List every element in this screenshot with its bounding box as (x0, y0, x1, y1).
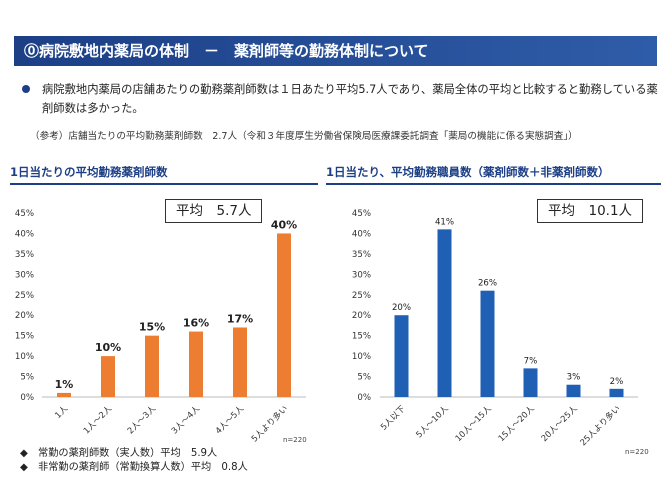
note-fulltime: ◆ 常勤の薬剤師数（実人数）平均 5.9人 (20, 448, 218, 459)
right-n-note: n=220 (625, 448, 649, 456)
bar (480, 290, 495, 397)
right-title-underline (326, 183, 661, 185)
slide-title: ⓪病院敷地内薬局の体制 － 薬剤師等の勤務体制について (14, 36, 657, 66)
category-label: 1人～2人 (81, 403, 114, 436)
summary-bullet: 病院敷地内薬局の店舗あたりの勤務薬剤師数は１日あたり平均5.7人であり、薬局全体… (22, 80, 658, 118)
data-label: 3% (567, 373, 581, 383)
y-tick-label: 25% (15, 291, 34, 301)
y-tick-label: 40% (15, 229, 34, 239)
category-label: 3人～4人 (169, 403, 202, 436)
bullet-dot-icon (22, 85, 30, 93)
y-tick-label: 0% (20, 393, 34, 403)
y-tick-label: 35% (352, 250, 371, 260)
bar (233, 327, 247, 397)
right-average-box: 平均 10.1人 (537, 199, 644, 223)
bar (277, 233, 291, 397)
y-tick-label: 45% (15, 209, 34, 219)
left-title-underline (10, 183, 318, 185)
data-label: 26% (478, 279, 497, 289)
y-tick-label: 5% (357, 373, 371, 383)
y-tick-label: 20% (352, 311, 371, 321)
category-label: 5人以下 (378, 403, 407, 432)
summary-text: 病院敷地内薬局の店舗あたりの勤務薬剤師数は１日あたり平均5.7人であり、薬局全体… (42, 83, 658, 115)
bar (437, 229, 452, 397)
y-tick-label: 10% (352, 352, 371, 362)
data-label: 1% (55, 378, 74, 391)
left-chart-title: 1日当たりの平均勤務薬剤師数 (10, 165, 168, 179)
note-parttime: ◆ 非常勤の薬剤師（常勤換算人数）平均 0.8人 (20, 462, 248, 473)
bar (57, 392, 71, 397)
category-label: 10人～15人 (453, 403, 493, 443)
left-bar-chart: 0% 5% 10% 15% 20% 25% 30% 35% 40% 45% 1% 1人 10% 1人～2人… (15, 209, 306, 444)
bar (145, 335, 159, 397)
right-bar-chart: 0% 5% 10% 15% 20% 25% 30% 35% 40% 45% 20% 5人以下 41% 5人… (352, 209, 638, 447)
y-tick-label: 20% (15, 311, 34, 321)
category-label: 5人～10人 (414, 403, 451, 440)
y-tick-label: 15% (352, 332, 371, 342)
category-label: 20人～25人 (539, 403, 579, 443)
left-n-note: n=220 (283, 436, 307, 444)
y-tick-label: 45% (352, 209, 371, 219)
category-label: 4人～5人 (213, 403, 246, 436)
left-average-box: 平均 5.7人 (165, 199, 263, 223)
category-label: 25人より多い (578, 403, 622, 447)
bar (609, 388, 624, 397)
data-label: 2% (610, 377, 624, 387)
data-label: 15% (139, 321, 165, 334)
data-label: 16% (183, 317, 209, 330)
category-label: 2人～3人 (125, 403, 158, 436)
data-label: 10% (95, 341, 121, 354)
y-tick-label: 35% (15, 250, 34, 260)
y-tick-label: 5% (20, 373, 34, 383)
left-notes: ◆ 常勤の薬剤師数（実人数）平均 5.9人 ◆ 非常勤の薬剤師（常勤換算人数）平… (20, 447, 248, 475)
category-label: 1人 (53, 403, 70, 420)
data-label: 20% (392, 303, 411, 313)
bar (394, 315, 409, 397)
y-tick-label: 15% (15, 332, 34, 342)
y-tick-label: 0% (357, 393, 371, 403)
data-label: 40% (271, 218, 297, 231)
y-tick-label: 30% (352, 270, 371, 280)
category-label: 15人～20人 (496, 403, 536, 443)
right-chart-title: 1日当たり、平均勤務職員数（薬剤師数＋非薬剤師数） (326, 165, 610, 179)
y-tick-label: 40% (352, 229, 371, 239)
y-tick-label: 30% (15, 270, 34, 280)
bar (101, 356, 115, 397)
y-tick-label: 25% (352, 291, 371, 301)
bar (189, 331, 203, 397)
data-label: 41% (435, 217, 454, 227)
y-tick-label: 10% (15, 352, 34, 362)
bar (523, 368, 538, 397)
data-label: 7% (524, 356, 538, 366)
data-label: 17% (227, 312, 253, 325)
bar (566, 384, 581, 397)
reference-note: （参考）店舗当たりの平均勤務薬剤師数 2.7人（令和３年度厚生労働省保険局医療課… (30, 131, 578, 142)
